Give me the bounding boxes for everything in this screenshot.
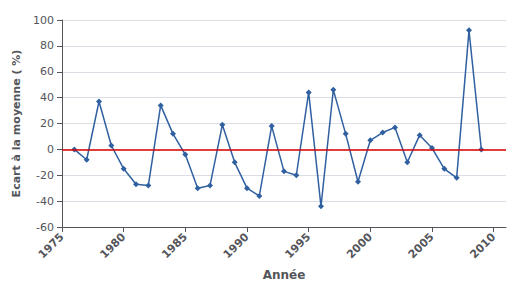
svg-text:1990: 1990 — [221, 230, 252, 261]
svg-text:1975: 1975 — [36, 230, 67, 261]
svg-text:1980: 1980 — [97, 230, 128, 261]
svg-text:-60: -60 — [36, 221, 54, 234]
svg-text:40: 40 — [40, 91, 54, 104]
svg-text:100: 100 — [33, 14, 54, 27]
svg-text:20: 20 — [40, 117, 54, 130]
svg-text:Année: Année — [263, 268, 306, 282]
svg-text:2010: 2010 — [467, 230, 498, 261]
svg-text:2005: 2005 — [406, 230, 437, 261]
svg-text:-40: -40 — [36, 195, 54, 208]
svg-text:1995: 1995 — [282, 230, 313, 261]
svg-text:2000: 2000 — [344, 230, 375, 261]
svg-text:80: 80 — [40, 39, 54, 52]
svg-text:60: 60 — [40, 65, 54, 78]
svg-text:0: 0 — [47, 143, 54, 156]
svg-text:1985: 1985 — [159, 230, 190, 261]
svg-text:Ecart à la moyenne ( %): Ecart à la moyenne ( %) — [10, 50, 23, 198]
svg-text:-20: -20 — [36, 169, 54, 182]
